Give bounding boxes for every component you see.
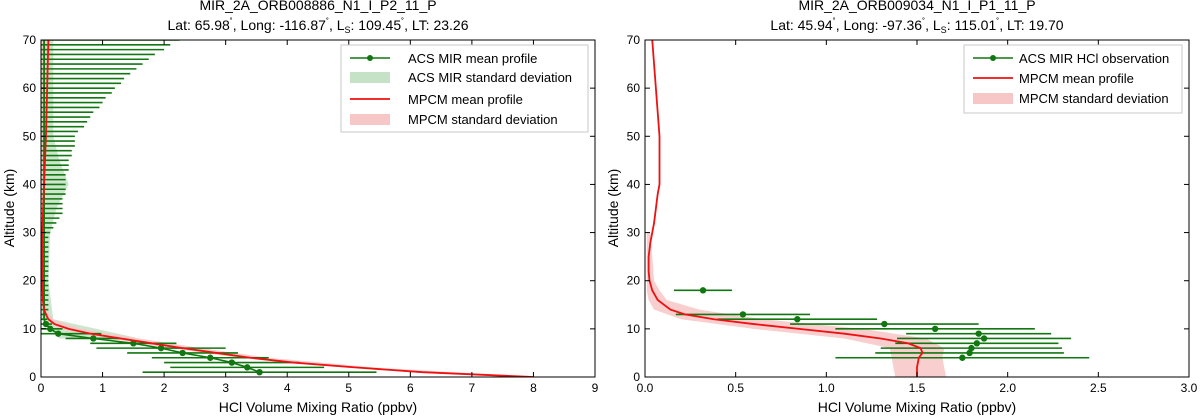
y-tick-label: 60 — [627, 81, 641, 95]
legend-model-std-label: MPCM standard deviation — [1019, 91, 1169, 106]
obs-point — [55, 330, 62, 337]
y-tick-label: 70 — [627, 33, 641, 47]
x-tick-label: 1.0 — [818, 381, 835, 395]
x-tick-label: 1 — [99, 381, 106, 395]
y-tick-label: 30 — [23, 226, 37, 240]
y-tick-label: 20 — [23, 274, 37, 288]
x-tick-label: 0.0 — [637, 381, 654, 395]
x-tick-label: 1.5 — [909, 381, 926, 395]
left-chart-subtitle: Lat: 65.98˚, Long: -116.87˚, LS: 109.45˚… — [168, 17, 469, 35]
obs-point — [968, 344, 975, 352]
legend-obs-mean-label: ACS MIR mean profile — [408, 51, 537, 66]
x-tick-label: 4 — [284, 381, 291, 395]
right-chart-panel: MIR_2A_ORB009034_N1_I_P1_11_P Lat: 45.94… — [605, 0, 1198, 415]
y-tick-label: 10 — [627, 322, 641, 336]
x-tick-label: 2.0 — [999, 381, 1016, 395]
obs-point — [256, 368, 263, 376]
right-axis-ticks: 0.0 0.5 1.0 1.5 2.0 2.5 3.0 0 10 20 30 40 50 60 70 — [627, 33, 1198, 395]
left-axis-ticks: 0 1 2 3 4 5 6 7 8 9 0 10 20 30 40 50 60 70 — [23, 33, 599, 395]
model-std-band — [646, 232, 947, 377]
x-tick-label: 0.5 — [727, 381, 744, 395]
legend-obs-std-label: ACS MIR standard deviation — [408, 70, 572, 85]
legend-model-mean-label: MPCM mean profile — [1019, 71, 1134, 86]
legend-model-std-label: MPCM standard deviation — [408, 112, 558, 127]
x-tick-label: 8 — [530, 381, 537, 395]
x-tick-label: 3 — [222, 381, 229, 395]
obs-point — [881, 320, 888, 328]
right-x-axis-label: HCl Volume Mixing Ratio (ppbv) — [818, 399, 1016, 415]
y-tick-label: 10 — [23, 322, 37, 336]
obs-point — [973, 340, 981, 347]
obs-point — [975, 330, 982, 337]
model-mean-line — [647, 40, 924, 377]
right-chart-title: MIR_2A_ORB009034_N1_I_P1_11_P — [798, 0, 1035, 13]
x-tick-label: 0 — [38, 381, 45, 395]
obs-point — [739, 311, 747, 318]
legend-model-mean-label: MPCM mean profile — [408, 92, 523, 107]
obs-point — [157, 344, 165, 352]
y-tick-label: 0 — [633, 370, 640, 384]
x-tick-label: 6 — [407, 381, 414, 395]
right-plot-layers — [646, 40, 1090, 377]
x-tick-label: 2.5 — [1090, 381, 1107, 395]
y-tick-label: 50 — [23, 129, 37, 143]
x-tick-label: 3.0 — [1181, 381, 1198, 395]
legend-model-std-swatch — [350, 114, 390, 125]
legend-obs-label: ACS MIR HCl observation — [1019, 51, 1169, 66]
legend-obs-marker-swatch — [990, 55, 996, 61]
y-tick-label: 70 — [23, 33, 37, 47]
obs-point — [794, 316, 801, 323]
legend-model-std-swatch — [973, 93, 1013, 104]
left-y-axis-label: Altitude (km) — [1, 169, 17, 248]
obs-point — [130, 340, 137, 347]
obs-point — [228, 359, 236, 366]
left-plot-frame — [40, 39, 596, 378]
obs-point — [47, 325, 54, 333]
obs-point — [980, 335, 988, 342]
obs-point — [179, 349, 186, 357]
right-plot-area — [646, 40, 1090, 377]
right-chart-subtitle: Lat: 45.94˚, Long: -97.36˚, LS: 115.01˚,… — [770, 17, 1063, 35]
obs-point — [207, 354, 214, 361]
left-plot-layers — [41, 40, 534, 377]
obs-point — [90, 335, 97, 342]
right-y-axis-label: Altitude (km) — [605, 169, 621, 248]
y-tick-label: 60 — [23, 81, 37, 95]
obs-point — [966, 349, 973, 357]
x-tick-label: 9 — [592, 381, 599, 395]
legend-obs-std-swatch — [350, 72, 390, 83]
y-tick-label: 0 — [29, 370, 36, 384]
left-plot-area — [41, 40, 534, 377]
x-tick-label: 5 — [345, 381, 352, 395]
x-tick-label: 2 — [161, 381, 168, 395]
x-tick-label: 7 — [469, 381, 476, 395]
obs-point — [42, 320, 50, 328]
y-tick-label: 40 — [627, 177, 641, 191]
left-legend: ACS MIR mean profile ACS MIR standard de… — [340, 44, 589, 133]
right-legend: ACS MIR HCl observation MPCM mean profil… — [963, 44, 1183, 114]
left-x-axis-label: HCl Volume Mixing Ratio (ppbv) — [219, 399, 417, 415]
y-tick-label: 50 — [627, 129, 641, 143]
obs-point — [959, 354, 966, 361]
legend-obs-marker-swatch — [367, 55, 373, 61]
left-chart-title: MIR_2A_ORB008886_N1_I_P2_11_P — [199, 0, 436, 13]
y-tick-label: 30 — [627, 226, 641, 240]
obs-point — [931, 325, 939, 333]
y-tick-label: 40 — [23, 177, 37, 191]
model-mean-line — [41, 40, 534, 377]
obs-point — [699, 287, 707, 294]
left-chart-panel: MIR_2A_ORB008886_N1_I_P2_11_P Lat: 65.98… — [1, 0, 599, 415]
y-tick-label: 20 — [627, 274, 641, 288]
obs-point — [244, 364, 251, 371]
